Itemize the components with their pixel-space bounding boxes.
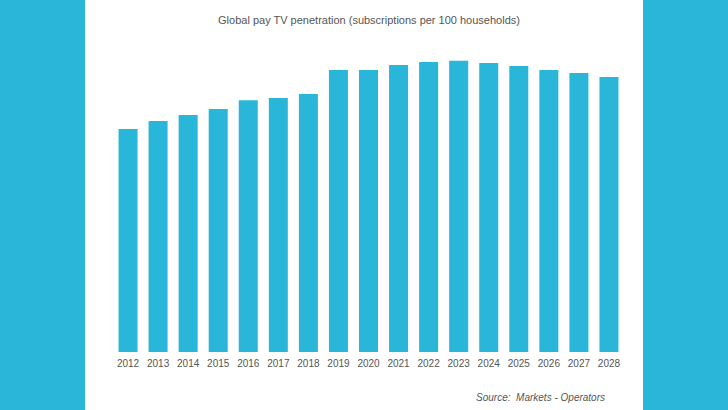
svg-text:2024: 2024 xyxy=(478,358,501,369)
svg-text:2019: 2019 xyxy=(327,358,350,369)
svg-text:Source: Markets - Operators: Source: Markets - Operators xyxy=(476,392,605,403)
svg-text:2028: 2028 xyxy=(598,358,621,369)
svg-text:2026: 2026 xyxy=(538,358,561,369)
svg-text:2014: 2014 xyxy=(177,358,200,369)
svg-text:2015: 2015 xyxy=(207,358,230,369)
svg-text:2021: 2021 xyxy=(387,358,410,369)
svg-text:2016: 2016 xyxy=(237,358,260,369)
svg-text:2020: 2020 xyxy=(357,358,380,369)
svg-text:2013: 2013 xyxy=(147,358,170,369)
svg-text:2017: 2017 xyxy=(267,358,290,369)
svg-text:2025: 2025 xyxy=(508,358,531,369)
svg-text:2018: 2018 xyxy=(297,358,320,369)
svg-text:2012: 2012 xyxy=(117,358,140,369)
svg-text:Global pay TV penetration (sub: Global pay TV penetration (subscriptions… xyxy=(218,14,520,26)
svg-text:2027: 2027 xyxy=(568,358,591,369)
svg-text:2022: 2022 xyxy=(417,358,440,369)
svg-text:2023: 2023 xyxy=(448,358,471,369)
